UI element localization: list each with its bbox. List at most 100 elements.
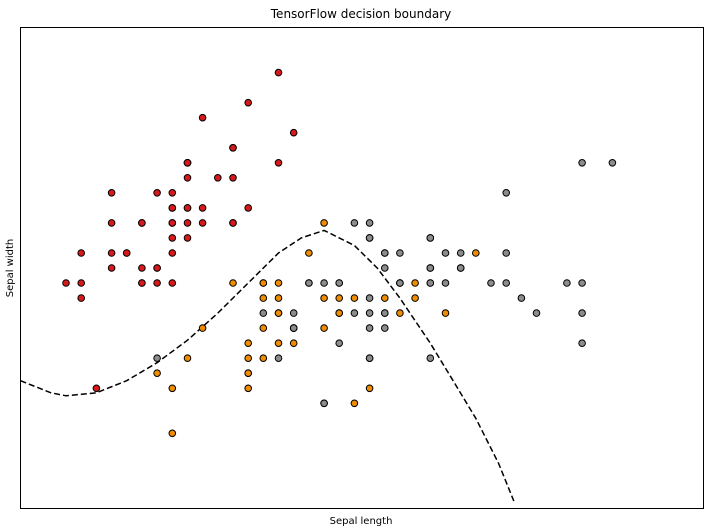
data-point-virginica-48 [350, 219, 359, 227]
y-axis-label: Sepal width [5, 239, 16, 298]
data-point-setosa-28 [198, 219, 207, 227]
data-point-setosa-49 [168, 234, 177, 242]
data-point-virginica-32 [381, 309, 389, 317]
data-point-versicolor-37 [365, 384, 374, 393]
data-point-versicolor-8 [411, 294, 419, 302]
data-point-versicolor-10 [168, 429, 177, 438]
data-point-virginica-12 [441, 279, 450, 287]
data-point-versicolor-19 [259, 354, 268, 363]
data-point-virginica-36 [365, 219, 374, 227]
data-point-versicolor-29 [274, 339, 283, 348]
data-point-virginica-25 [502, 249, 511, 257]
data-point-setosa-18 [274, 159, 283, 167]
data-points [62, 68, 617, 438]
data-point-setosa-14 [289, 128, 298, 137]
data-point-versicolor-25 [411, 279, 419, 287]
data-point-virginica-23 [365, 324, 374, 332]
data-point-setosa-45 [138, 279, 146, 287]
data-point-versicolor-39 [244, 354, 252, 363]
data-point-setosa-30 [138, 264, 146, 272]
data-point-setosa-25 [168, 279, 177, 287]
data-point-virginica-2 [487, 279, 495, 287]
data-point-versicolor-48 [183, 354, 192, 363]
data-point-setosa-23 [183, 234, 192, 242]
data-point-versicolor-7 [153, 369, 161, 378]
data-point-setosa-47 [107, 249, 116, 257]
data-point-virginica-29 [502, 279, 511, 287]
data-point-virginica-45 [426, 279, 435, 287]
data-point-versicolor-4 [396, 309, 404, 317]
data-point-virginica-49 [305, 279, 313, 287]
data-point-versicolor-24 [381, 294, 389, 302]
data-point-setosa-42 [77, 249, 85, 257]
data-point-virginica-43 [441, 249, 450, 257]
data-point-versicolor-35 [320, 219, 328, 227]
data-point-setosa-6 [107, 219, 116, 227]
data-point-virginica-19 [320, 399, 328, 408]
data-point-virginica-15 [381, 249, 389, 257]
data-point-virginica-40 [426, 264, 435, 272]
data-point-setosa-32 [198, 113, 207, 122]
data-point-versicolor-28 [320, 294, 328, 302]
data-point-versicolor-3 [244, 384, 252, 393]
data-point-virginica-34 [335, 339, 344, 348]
data-point-versicolor-33 [320, 324, 328, 332]
data-point-versicolor-42 [289, 339, 298, 348]
data-point-versicolor-38 [259, 279, 268, 287]
data-point-virginica-9 [502, 189, 511, 197]
data-point-virginica-10 [396, 249, 404, 257]
data-point-versicolor-14 [259, 294, 268, 302]
data-point-setosa-15 [274, 68, 283, 77]
data-point-virginica-14 [289, 309, 298, 317]
data-point-virginica-27 [335, 279, 344, 287]
data-point-virginica-3 [365, 294, 374, 302]
data-point-versicolor-31 [244, 369, 252, 378]
data-point-versicolor-9 [198, 324, 207, 332]
data-point-versicolor-49 [274, 309, 283, 317]
data-point-versicolor-0 [472, 249, 480, 257]
data-point-virginica-30 [532, 309, 541, 317]
data-point-versicolor-34 [229, 279, 237, 287]
data-point-virginica-13 [274, 354, 283, 363]
chart-title: TensorFlow decision boundary [270, 7, 451, 21]
data-point-virginica-47 [396, 279, 404, 287]
data-point-setosa-3 [107, 264, 116, 272]
data-point-setosa-26 [168, 219, 177, 227]
data-point-virginica-7 [517, 294, 526, 302]
data-point-setosa-37 [153, 189, 161, 197]
data-point-virginica-37 [381, 264, 389, 272]
data-point-versicolor-40 [244, 339, 252, 348]
data-point-virginica-44 [426, 234, 435, 242]
data-point-virginica-18 [578, 339, 586, 348]
data-point-virginica-31 [608, 159, 617, 167]
data-point-versicolor-47 [350, 294, 359, 302]
data-point-setosa-29 [122, 249, 131, 257]
x-axis-label: Sepal length [330, 516, 393, 527]
data-point-setosa-33 [244, 98, 252, 107]
data-point-versicolor-18 [350, 399, 359, 408]
data-point-setosa-22 [107, 189, 116, 197]
data-point-virginica-38 [320, 279, 328, 287]
data-point-virginica-26 [350, 309, 359, 317]
data-point-setosa-27 [198, 204, 207, 212]
data-point-virginica-33 [365, 309, 374, 317]
data-point-virginica-6 [153, 354, 161, 363]
data-point-virginica-42 [289, 324, 298, 332]
data-point-versicolor-26 [441, 309, 450, 317]
data-point-virginica-22 [578, 309, 586, 317]
data-point-setosa-36 [244, 204, 252, 212]
data-point-setosa-17 [183, 204, 192, 212]
data-point-virginica-11 [381, 324, 389, 332]
data-point-versicolor-23 [335, 309, 344, 317]
data-point-virginica-5 [563, 279, 571, 287]
data-point-setosa-39 [183, 219, 192, 227]
data-point-setosa-48 [214, 174, 222, 182]
data-point-setosa-16 [229, 144, 237, 152]
data-point-setosa-1 [153, 279, 161, 287]
data-point-setosa-38 [77, 279, 85, 287]
data-point-setosa-10 [229, 174, 237, 182]
data-point-setosa-8 [77, 294, 85, 302]
data-point-setosa-24 [138, 219, 146, 227]
data-point-setosa-31 [229, 219, 237, 227]
